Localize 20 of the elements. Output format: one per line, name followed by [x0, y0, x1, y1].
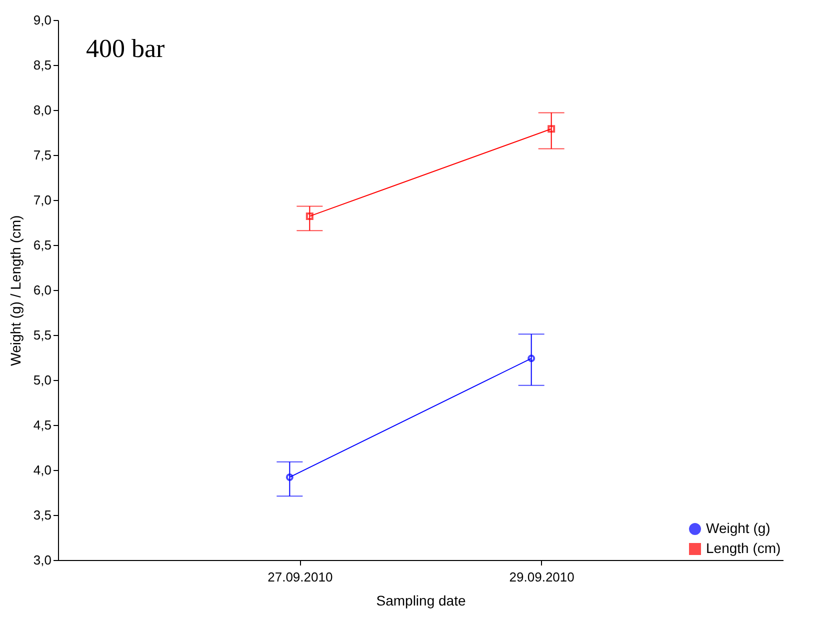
legend-label: Length (cm) — [706, 540, 781, 556]
y-tick-label: 7,0 — [33, 192, 52, 208]
y-tick-label: 7,5 — [33, 148, 52, 162]
y-tick-label: 9,0 — [33, 12, 52, 28]
y-tick-label: 5,5 — [33, 328, 52, 342]
y-tick-label: 8,0 — [33, 102, 52, 118]
y-tick-label: 8,5 — [33, 58, 52, 72]
annotation: 400 bar — [86, 34, 166, 63]
x-axis-title: Sampling date — [376, 592, 466, 608]
x-tick-label: 27.09.2010 — [268, 570, 333, 584]
x-tick-label: 29.09.2010 — [509, 570, 574, 584]
legend-label: Weight (g) — [706, 520, 770, 536]
y-axis-title: Weight (g) / Length (cm) — [7, 215, 24, 366]
y-tick-label: 6,0 — [33, 282, 52, 298]
y-tick-label: 5,0 — [33, 372, 52, 388]
y-tick-label: 3,0 — [33, 552, 52, 568]
y-tick-label: 3,5 — [33, 508, 52, 522]
y-tick-label: 4,5 — [33, 418, 52, 432]
y-tick-label: 6,5 — [33, 238, 52, 252]
y-tick-label: 4,0 — [33, 462, 52, 478]
